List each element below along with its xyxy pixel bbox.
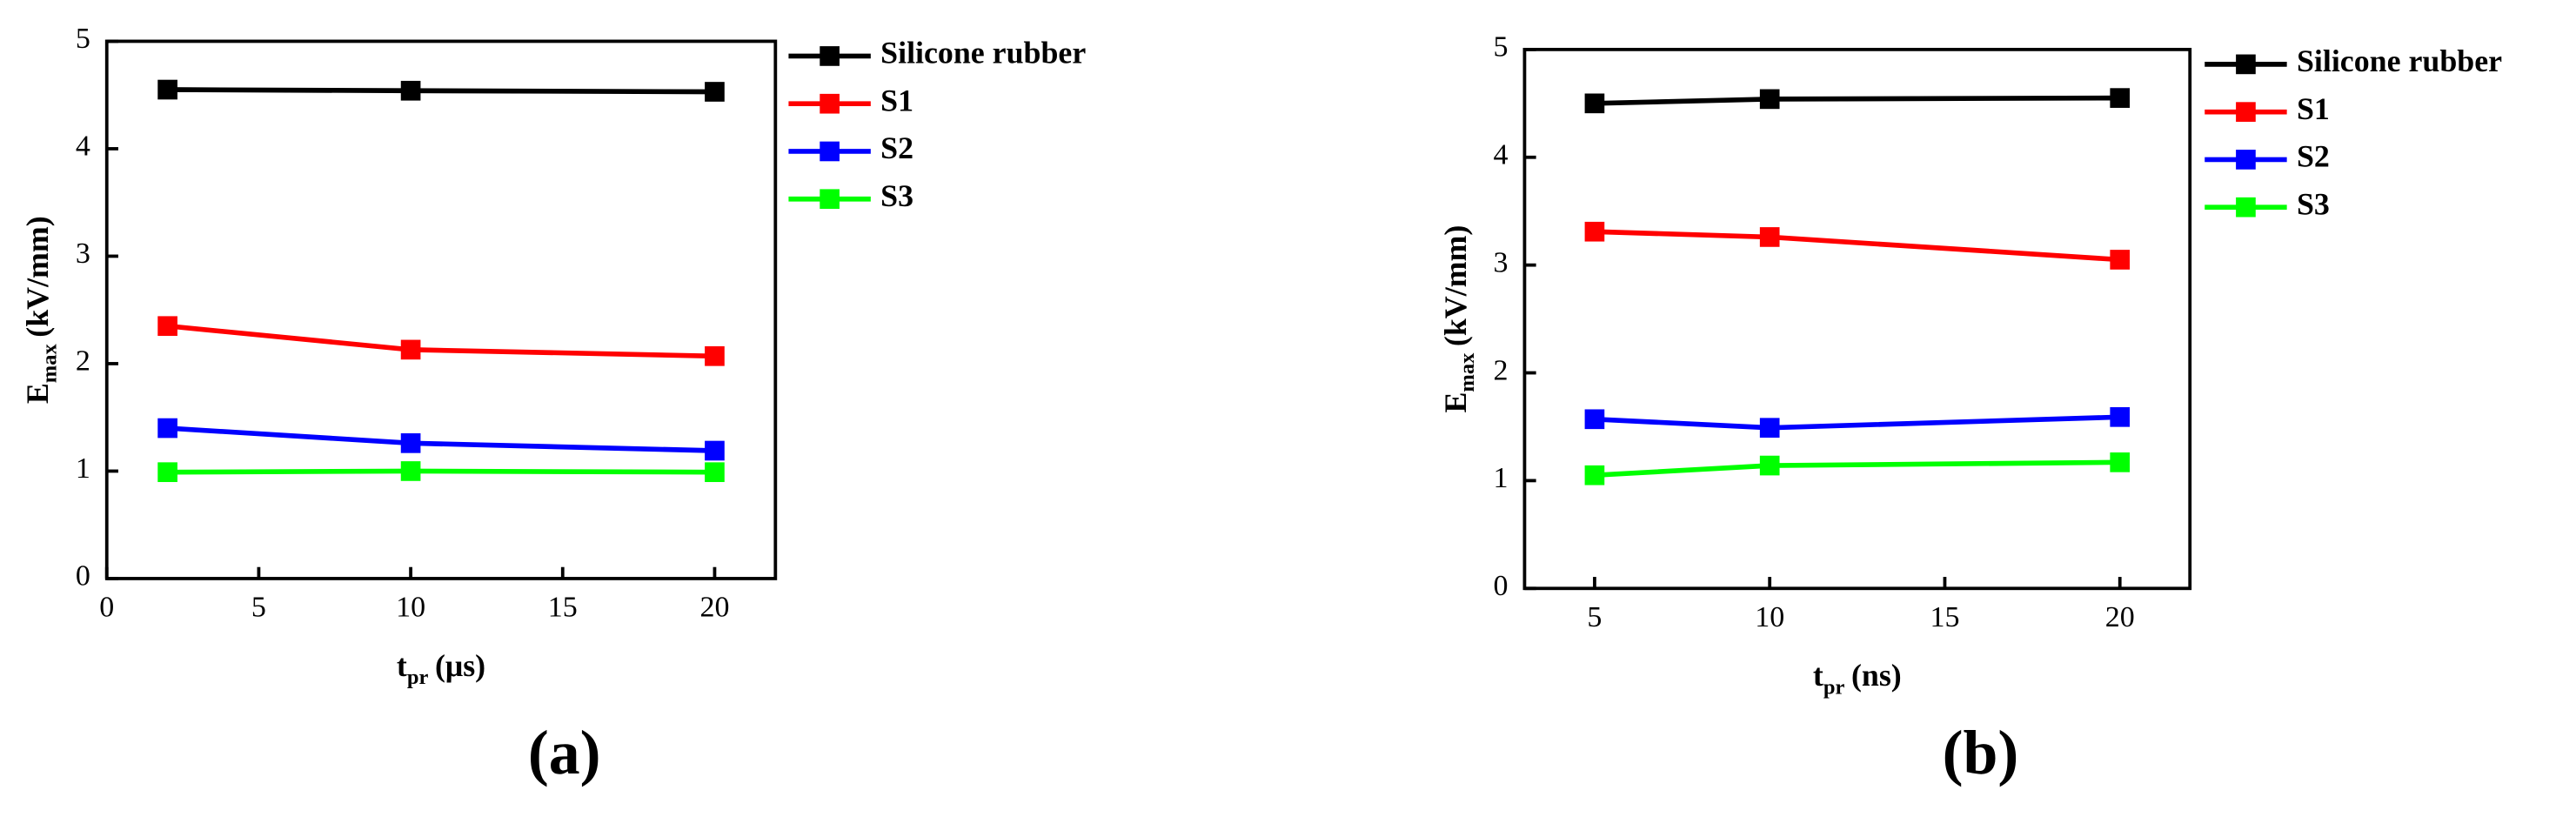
y-tick-label: 4 (76, 131, 90, 163)
marker (157, 418, 177, 439)
legend-marker (2236, 102, 2256, 122)
marker (1584, 465, 1605, 486)
y-axis-label-main: E (1438, 392, 1473, 413)
plot-frame (104, 39, 778, 580)
marker (1584, 221, 1605, 242)
marker (2110, 88, 2131, 108)
x-tick-label: 15 (1930, 601, 1959, 633)
y-axis-label: Emax (kV/mm) (1438, 225, 1479, 413)
x-axis-label-unit: (μs) (435, 648, 485, 683)
x-axis-label-main: t (1813, 658, 1823, 693)
series-line (1594, 95, 2120, 106)
x-axis-label-sub: pr (407, 666, 429, 689)
x-tick-label: 0 (99, 592, 114, 624)
legend-label: S2 (880, 131, 913, 165)
marker (400, 461, 421, 481)
x-axis-label-main: t (397, 648, 407, 683)
y-tick-label: 2 (1494, 354, 1509, 386)
y-axis-label-sub: max (1455, 352, 1479, 392)
marker (1759, 455, 1780, 476)
marker (400, 433, 421, 453)
y-tick-label: 2 (76, 345, 90, 378)
marker (1759, 418, 1780, 439)
y-axis-label: Emax (kV/mm) (20, 216, 61, 404)
marker (705, 82, 725, 102)
marker (705, 440, 725, 461)
x-tick-label: 20 (699, 592, 729, 624)
legend-marker (2236, 197, 2256, 218)
chart-panel: 0 1 2 3 4 5 5 10 15 20 Silicone rubber S1 S2 S3 tpr (ns… (1438, 31, 2502, 787)
series-line (1594, 459, 2120, 479)
y-tick-label: 5 (76, 23, 90, 55)
legend-label: Silicone rubber (880, 36, 1086, 70)
marker (1584, 409, 1605, 430)
x-tick-label: 10 (1755, 601, 1784, 633)
marker (2110, 250, 2131, 270)
series-line (167, 87, 715, 95)
y-axis-label-main: E (20, 383, 55, 404)
x-tick-label: 5 (1587, 601, 1602, 633)
x-tick-label: 5 (251, 592, 266, 624)
plot-frame (1522, 47, 2192, 591)
legend-marker (2236, 54, 2256, 75)
series-line (1594, 414, 2120, 431)
marker (1759, 227, 1780, 247)
marker (2110, 406, 2131, 427)
y-tick-label: 3 (76, 238, 90, 270)
legend-marker (820, 46, 840, 66)
series-line (167, 425, 715, 453)
panel-label: (b) (1943, 718, 2019, 787)
marker (157, 462, 177, 483)
marker (705, 462, 725, 483)
x-axis-label: tpr (μs) (397, 648, 485, 689)
series-line (167, 323, 715, 359)
legend-label: S3 (2297, 186, 2330, 221)
series-line (167, 468, 715, 475)
y-tick-label: 1 (1494, 462, 1509, 494)
y-axis-label-sub: max (37, 344, 61, 384)
y-tick-label: 4 (1494, 139, 1509, 171)
marker (400, 80, 421, 101)
legend-marker (820, 93, 840, 114)
legend-marker (820, 189, 840, 210)
y-tick-label: 3 (1494, 246, 1509, 278)
marker (1759, 89, 1780, 110)
x-axis-label: tpr (ns) (1813, 658, 1902, 699)
x-tick-label: 10 (396, 592, 425, 624)
marker (1584, 93, 1605, 114)
y-tick-label: 1 (76, 452, 90, 485)
legend-label: S2 (2297, 139, 2330, 174)
chart-panel: 0 1 2 3 4 5 0 5 10 15 20 Silicone rubber S1 S2 S3 tpr (μ… (20, 23, 1086, 787)
legend-label: S1 (2297, 91, 2330, 126)
legend-marker (820, 141, 840, 162)
marker (2110, 452, 2131, 472)
y-tick-label: 0 (76, 560, 90, 593)
x-tick-label: 15 (548, 592, 578, 624)
y-axis-label-unit: (kV/mm) (20, 216, 55, 337)
marker (157, 79, 177, 100)
x-axis-label-sub: pr (1823, 675, 1845, 699)
marker (400, 339, 421, 360)
marker (705, 345, 725, 366)
y-tick-label: 5 (1494, 31, 1509, 64)
marker (157, 316, 177, 337)
y-tick-label: 0 (1494, 570, 1509, 602)
y-axis-label-unit: (kV/mm) (1438, 225, 1473, 346)
x-axis-label-unit: (ns) (1851, 658, 1902, 693)
legend-label: S1 (880, 83, 913, 117)
legend-label: Silicone rubber (2297, 44, 2502, 78)
legend-marker (2236, 150, 2256, 170)
series-line (1594, 229, 2120, 263)
legend-label: S3 (880, 178, 913, 213)
panel-label: (a) (528, 718, 601, 787)
x-tick-label: 20 (2105, 601, 2135, 633)
